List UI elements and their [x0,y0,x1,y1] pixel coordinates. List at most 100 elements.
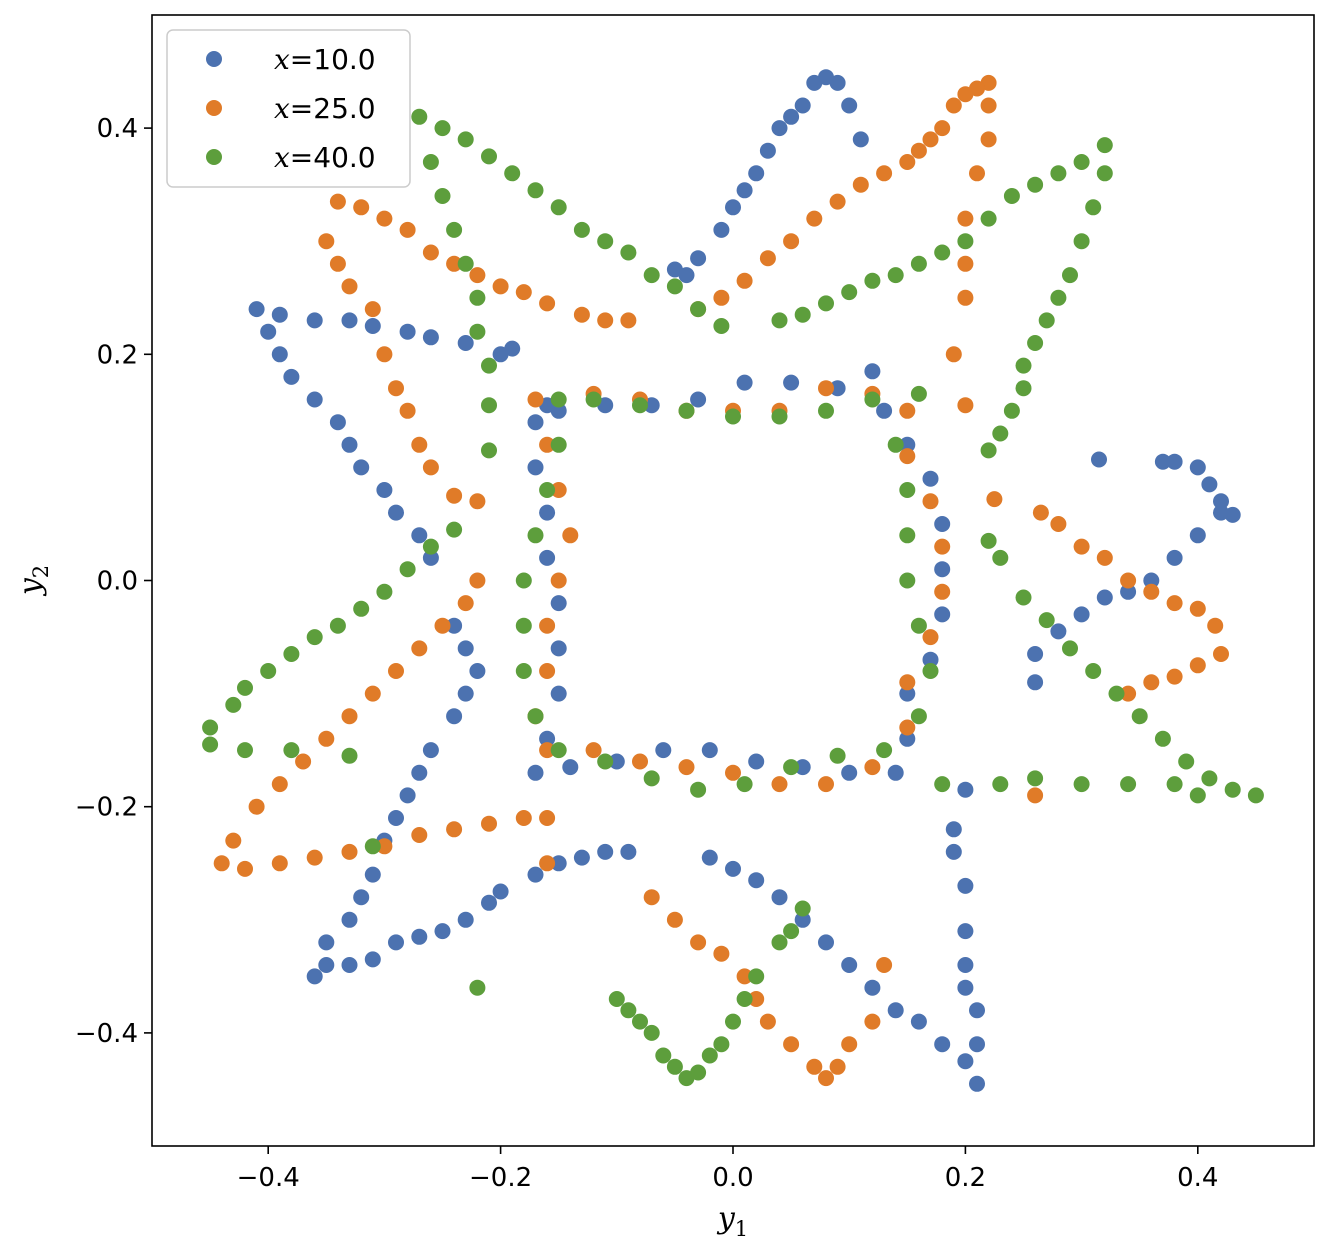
legend-label: x=40.0 [274,141,376,174]
data-point [1189,459,1206,476]
data-point [306,849,323,866]
data-point [411,108,428,125]
data-point [353,600,370,617]
data-point [899,402,916,419]
data-point [957,210,974,227]
y-tick-label: 0.4 [97,114,138,144]
data-point [1073,606,1090,623]
data-point [736,968,753,985]
data-point [353,459,370,476]
data-point [271,855,288,872]
data-point [399,221,416,238]
data-point [690,391,707,408]
data-point [736,182,753,199]
data-point [945,97,962,114]
data-point [608,991,625,1007]
data-point [783,233,800,250]
data-point [411,527,428,544]
data-point [237,860,253,877]
data-point [539,482,556,498]
data-point [283,368,300,385]
data-point [806,74,823,91]
data-point [283,742,300,759]
data-point [1154,453,1171,470]
data-point [248,301,265,318]
data-point [539,855,556,872]
data-point [864,391,881,408]
data-point [829,1058,846,1075]
data-point [725,408,741,425]
data-point [945,346,962,363]
data-point [713,221,730,238]
data-point [597,233,614,250]
y-axis-label-var: y [13,577,48,597]
data-point [318,233,335,250]
data-point [492,346,509,363]
data-point [794,97,811,114]
data-point [783,923,800,940]
data-point [422,459,439,476]
data-point [957,877,974,894]
data-point [481,815,497,832]
data-point [1189,787,1206,804]
data-point [1015,357,1032,374]
data-point [550,391,567,408]
data-point [1050,289,1067,306]
data-point [329,414,346,431]
data-point [318,730,335,747]
data-point [457,685,474,702]
data-point [1143,583,1160,600]
data-point [818,380,834,397]
data-point [701,742,718,759]
legend-label-value: =25.0 [290,92,376,125]
data-point [922,493,939,510]
data-point [1073,776,1090,793]
data-point [1213,646,1229,662]
data-point [794,306,811,323]
data-point [922,131,939,148]
data-point [411,827,428,843]
data-point [736,991,753,1007]
data-point [1166,595,1183,612]
data-point [550,199,567,216]
data-point [329,617,346,634]
data-point [422,329,439,346]
data-point [725,764,741,781]
data-point [899,730,916,747]
data-point [690,301,707,318]
data-point [481,397,497,414]
x-axis-label-sub: 1 [735,1217,748,1241]
data-point [748,968,765,985]
legend-label-var: x [274,141,290,174]
data-point [934,244,951,261]
data-point [1207,617,1224,634]
data-point [597,312,614,329]
data-point [504,165,521,182]
data-point [748,753,765,770]
data-point [934,120,951,137]
data-point [818,295,834,312]
data-point [864,759,881,776]
data-point [794,759,811,776]
data-point [1027,770,1044,787]
data-point [1120,583,1137,600]
data-point [434,923,451,940]
data-point [469,979,486,996]
data-point [539,730,556,747]
data-point [632,753,648,770]
data-point [957,923,974,940]
data-point [910,255,927,272]
data-point [759,1013,776,1030]
data-point [1027,674,1044,691]
data-point [922,663,939,679]
data-point [934,606,951,623]
data-point [1085,199,1102,216]
data-point [748,165,765,182]
data-point [1015,380,1032,397]
data-point [295,753,312,770]
data-point [527,414,544,431]
data-point [701,849,718,866]
data-point [1189,657,1206,674]
data-point [237,742,253,759]
